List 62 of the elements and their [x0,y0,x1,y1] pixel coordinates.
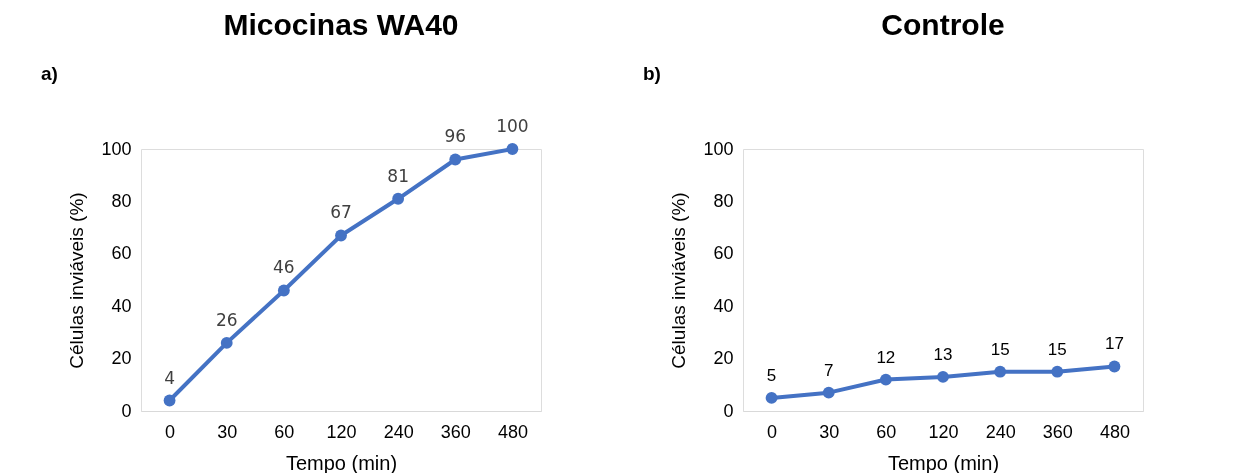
data-label: 96 [444,126,467,147]
data-label: 81 [387,165,409,186]
y-tick-label: 80 [713,190,734,211]
y-axis-title: Células inviáveis (%) [668,192,690,369]
x-tick-label: 30 [217,421,238,442]
point [277,284,290,297]
y-tick-label: 20 [713,348,734,369]
text: b) [643,63,661,84]
y-axis-title: Células inviáveis (%) [66,192,88,369]
point [1108,360,1121,373]
x-tick-label: 60 [876,421,897,442]
y-tick-label: 40 [111,295,132,316]
chart-title: Controle [881,8,1005,41]
x-tick-label: 120 [326,421,357,442]
point [449,153,462,166]
point [163,394,176,407]
point [822,386,835,399]
point [765,392,778,404]
y-tick-label: 0 [723,400,734,421]
x-tick-label: 360 [440,421,471,442]
data-label: 17 [1104,334,1124,354]
chart-title: Micocinas WA40 [223,8,459,41]
y-tick-label: 100 [101,138,132,159]
data-label: 12 [876,347,896,367]
data-label: 67 [330,202,352,223]
data-label: 5 [766,365,777,385]
x-tick-label: 480 [497,421,528,442]
y-tick-label: 0 [121,400,132,421]
data-label: 15 [990,339,1010,359]
point [937,371,949,383]
x-tick-label: 480 [1099,421,1130,442]
data-label: 46 [273,257,295,278]
y-tick-label: 40 [713,295,734,316]
data-label: 7 [823,360,834,380]
x-axis-title: Tempo (min) [887,451,1000,473]
y-tick-label: 60 [713,243,734,264]
point [392,192,405,205]
x-tick-label: 240 [383,421,414,442]
x-tick-label: 360 [1042,421,1073,442]
data-label: 13 [933,344,953,364]
point [335,229,347,242]
y-tick-label: 100 [703,138,734,159]
y-tick-label: 60 [111,243,132,264]
x-tick-label: 0 [165,421,176,442]
data-label: 100 [496,116,529,136]
data-label: 15 [1047,339,1067,359]
x-tick-label: 60 [274,421,295,442]
point [220,336,233,349]
point [879,373,892,386]
data-label: 26 [215,309,238,330]
point [506,143,519,155]
x-axis-title: Tempo (min) [285,451,398,473]
y-tick-label: 20 [111,348,132,369]
y-tick-label: 80 [111,190,132,211]
point [1051,365,1064,378]
text: a) [41,63,58,84]
point [994,365,1007,378]
x-tick-label: 30 [819,421,840,442]
x-tick-label: 120 [928,421,959,442]
x-tick-label: 240 [985,421,1016,442]
data-label: 4 [164,367,175,388]
x-tick-label: 0 [767,421,778,442]
